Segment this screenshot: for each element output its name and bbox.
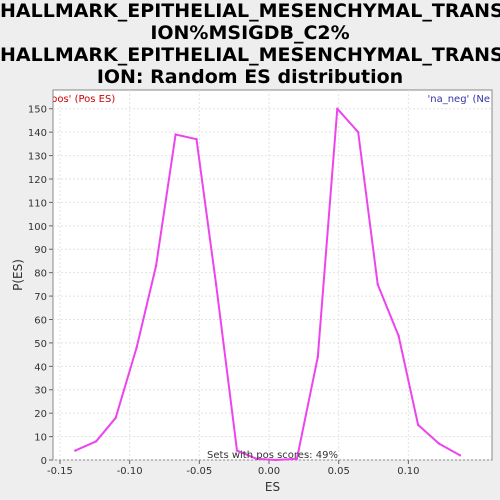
y-tick-label: 120 [28, 175, 47, 186]
x-tick-label: -0.15 [47, 466, 73, 477]
data-point [336, 107, 339, 110]
y-tick-label: 30 [34, 386, 47, 397]
y-tick-label: 130 [28, 152, 47, 163]
data-point [195, 137, 198, 141]
data-point [274, 458, 278, 462]
chart-title-line-1: HALLMARK_EPITHELIAL_MESENCHYMAL_TRANSIT [0, 0, 500, 22]
data-point [416, 423, 420, 427]
data-point [214, 283, 218, 286]
chart-title-line-2: ION%MSIGDB_C2% [150, 22, 350, 44]
series-group [74, 107, 462, 462]
x-tick-label: 0.05 [328, 466, 350, 477]
data-point [316, 355, 319, 359]
data-point [437, 442, 441, 445]
series-line [74, 107, 461, 461]
chart-title: HALLMARK_EPITHELIAL_MESENCHYMAL_TRANSIT … [0, 0, 500, 88]
x-tick-label: 0.00 [258, 466, 280, 477]
x-tick-label: -0.05 [186, 466, 212, 477]
legend-neg: 'na_neg' (Ne [427, 94, 490, 105]
data-point [114, 416, 117, 420]
axes: 0 10 20 30 40 50 60 70 80 90 100 110 120 130 140 150 -0.… [28, 105, 420, 477]
y-axis-label: P(ES) [11, 259, 25, 291]
y-tick-label: 140 [28, 128, 47, 139]
data-point [74, 449, 77, 452]
data-point [397, 334, 400, 338]
y-tick-label: 0 [41, 456, 47, 467]
x-axis-label: ES [265, 480, 280, 494]
y-tick-label: 60 [34, 315, 47, 326]
data-point [174, 133, 177, 136]
data-point [255, 457, 258, 461]
legend-pos: pos' (Pos ES) [51, 94, 115, 105]
y-tick-label: 20 [34, 409, 47, 420]
y-tick-label: 70 [34, 292, 47, 303]
plot-area [52, 89, 493, 461]
data-point [357, 130, 360, 134]
data-point [235, 449, 239, 452]
data-point [154, 264, 158, 267]
data-point [295, 457, 299, 461]
y-tick-label: 110 [28, 198, 47, 209]
y-tick-label: 90 [34, 245, 47, 256]
data-point [95, 440, 98, 443]
y-tick-label: 40 [34, 362, 47, 373]
data-point [458, 454, 462, 457]
y-tick-label: 50 [34, 339, 47, 350]
data-point [135, 346, 138, 349]
chart-title-line-3: HALLMARK_EPITHELIAL_MESENCHYMAL_TRANSIT [0, 44, 500, 66]
y-tick-label: 150 [28, 105, 47, 116]
y-tick-label: 100 [28, 222, 47, 233]
grid-lines [53, 90, 492, 461]
pos-scores-annotation: Sets with pos scores: 49% [207, 450, 338, 461]
y-tick-label: 80 [34, 269, 47, 280]
y-tick-label: 10 [34, 433, 47, 444]
x-tick-label: 0.10 [397, 466, 419, 477]
chart-title-line-4: ION: Random ES distribution [96, 66, 404, 88]
x-tick-label: -0.10 [117, 466, 143, 477]
data-point [376, 283, 379, 286]
